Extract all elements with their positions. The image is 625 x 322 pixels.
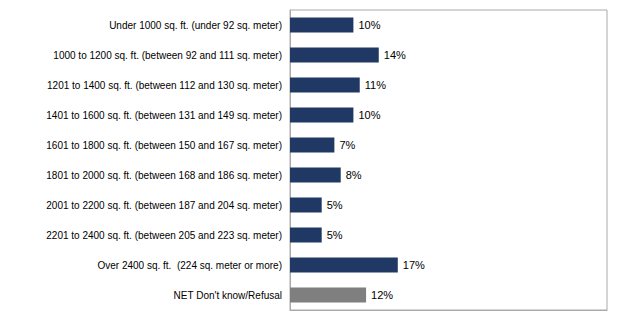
svg-text:1801 to 2000 sq. ft. (between: 1801 to 2000 sq. ft. (between 168 and 18… <box>46 170 282 181</box>
svg-text:17%: 17% <box>403 259 425 271</box>
svg-text:7%: 7% <box>339 139 355 151</box>
svg-text:10%: 10% <box>358 109 380 121</box>
svg-text:8%: 8% <box>346 169 362 181</box>
svg-text:1401 to 1600 sq. ft. (between: 1401 to 1600 sq. ft. (between 131 and 14… <box>46 110 282 121</box>
svg-text:1201 to 1400 sq. ft. (between: 1201 to 1400 sq. ft. (between 112 and 13… <box>47 80 282 91</box>
svg-text:14%: 14% <box>384 49 406 61</box>
svg-text:5%: 5% <box>327 229 343 241</box>
svg-text:11%: 11% <box>365 79 386 91</box>
svg-text:10%: 10% <box>358 19 380 31</box>
svg-text:1000 to 1200 sq. ft. (between: 1000 to 1200 sq. ft. (between 92 and 111… <box>53 50 282 61</box>
svg-text:5%: 5% <box>327 199 343 211</box>
svg-text:2001 to 2200 sq. ft. (between: 2001 to 2200 sq. ft. (between 187 and 20… <box>46 200 282 211</box>
svg-text:12%: 12% <box>371 289 393 301</box>
svg-text:Under 1000 sq. ft. (under 92 s: Under 1000 sq. ft. (under 92 sq. meter) <box>109 20 282 31</box>
svg-text:NET Don't know/Refusal: NET Don't know/Refusal <box>174 290 282 301</box>
svg-text:Over 2400 sq. ft. (224 sq. me: Over 2400 sq. ft. (224 sq. meter or more… <box>97 260 282 271</box>
svg-text:2201 to 2400 sq. ft. (between: 2201 to 2400 sq. ft. (between 205 and 22… <box>46 230 282 241</box>
svg-text:1601 to 1800 sq. ft. (between: 1601 to 1800 sq. ft. (between 150 and 16… <box>46 140 282 151</box>
